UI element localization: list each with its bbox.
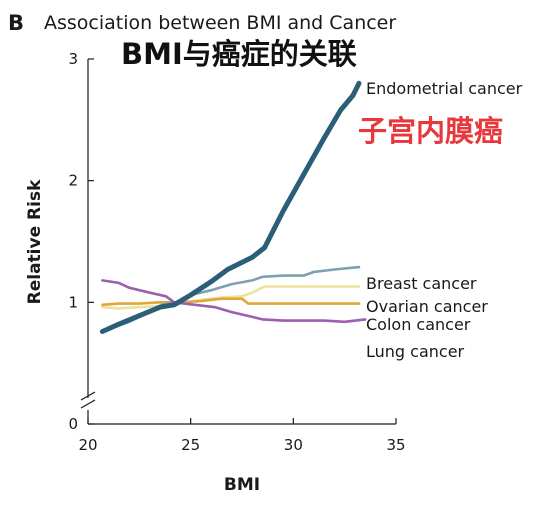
overlay-chinese-title: BMI与癌症的关联	[121, 37, 357, 71]
axes: 0 1 2 3 20 25 30 35	[68, 50, 405, 454]
chart-title: Association between BMI and Cancer	[44, 12, 396, 34]
axis-break-slash-1	[80, 391, 96, 401]
series-label-breast: Breast cancer	[366, 274, 477, 293]
series-line-lung	[101, 279, 367, 324]
x-tick-label: 30	[284, 436, 303, 454]
series-label-lung: Lung cancer	[366, 342, 465, 361]
x-tick-label: 20	[78, 436, 97, 454]
series-line-endometrial	[99, 80, 362, 334]
panel-letter: B	[8, 11, 24, 35]
x-ticks: 20 25 30 35	[78, 418, 406, 454]
x-tick-label: 35	[386, 436, 405, 454]
y-tick-label: 2	[68, 172, 78, 190]
axis-break-slash-2	[80, 399, 96, 409]
series-label-colon: Colon cancer	[366, 315, 471, 334]
x-tick-label: 25	[181, 436, 200, 454]
y-ticks: 0 1 2 3	[68, 50, 94, 433]
series-label-ovarian: Ovarian cancer	[366, 297, 488, 316]
y-tick-label: 1	[68, 293, 78, 311]
overlay-endometrial-highlight: 子宫内膜癌	[358, 114, 503, 148]
series-line-ovarian	[101, 285, 361, 310]
series-label-endometrial: Endometrial cancer	[366, 79, 523, 98]
y-tick-label: 3	[68, 50, 78, 68]
y-axis-label: Relative Risk	[25, 179, 45, 304]
y-tick-label: 0	[68, 415, 78, 433]
x-axis-label: BMI	[224, 475, 260, 495]
series-lines	[99, 80, 367, 334]
series-line-colon	[101, 297, 361, 307]
y-axis-break-marker	[80, 391, 96, 409]
